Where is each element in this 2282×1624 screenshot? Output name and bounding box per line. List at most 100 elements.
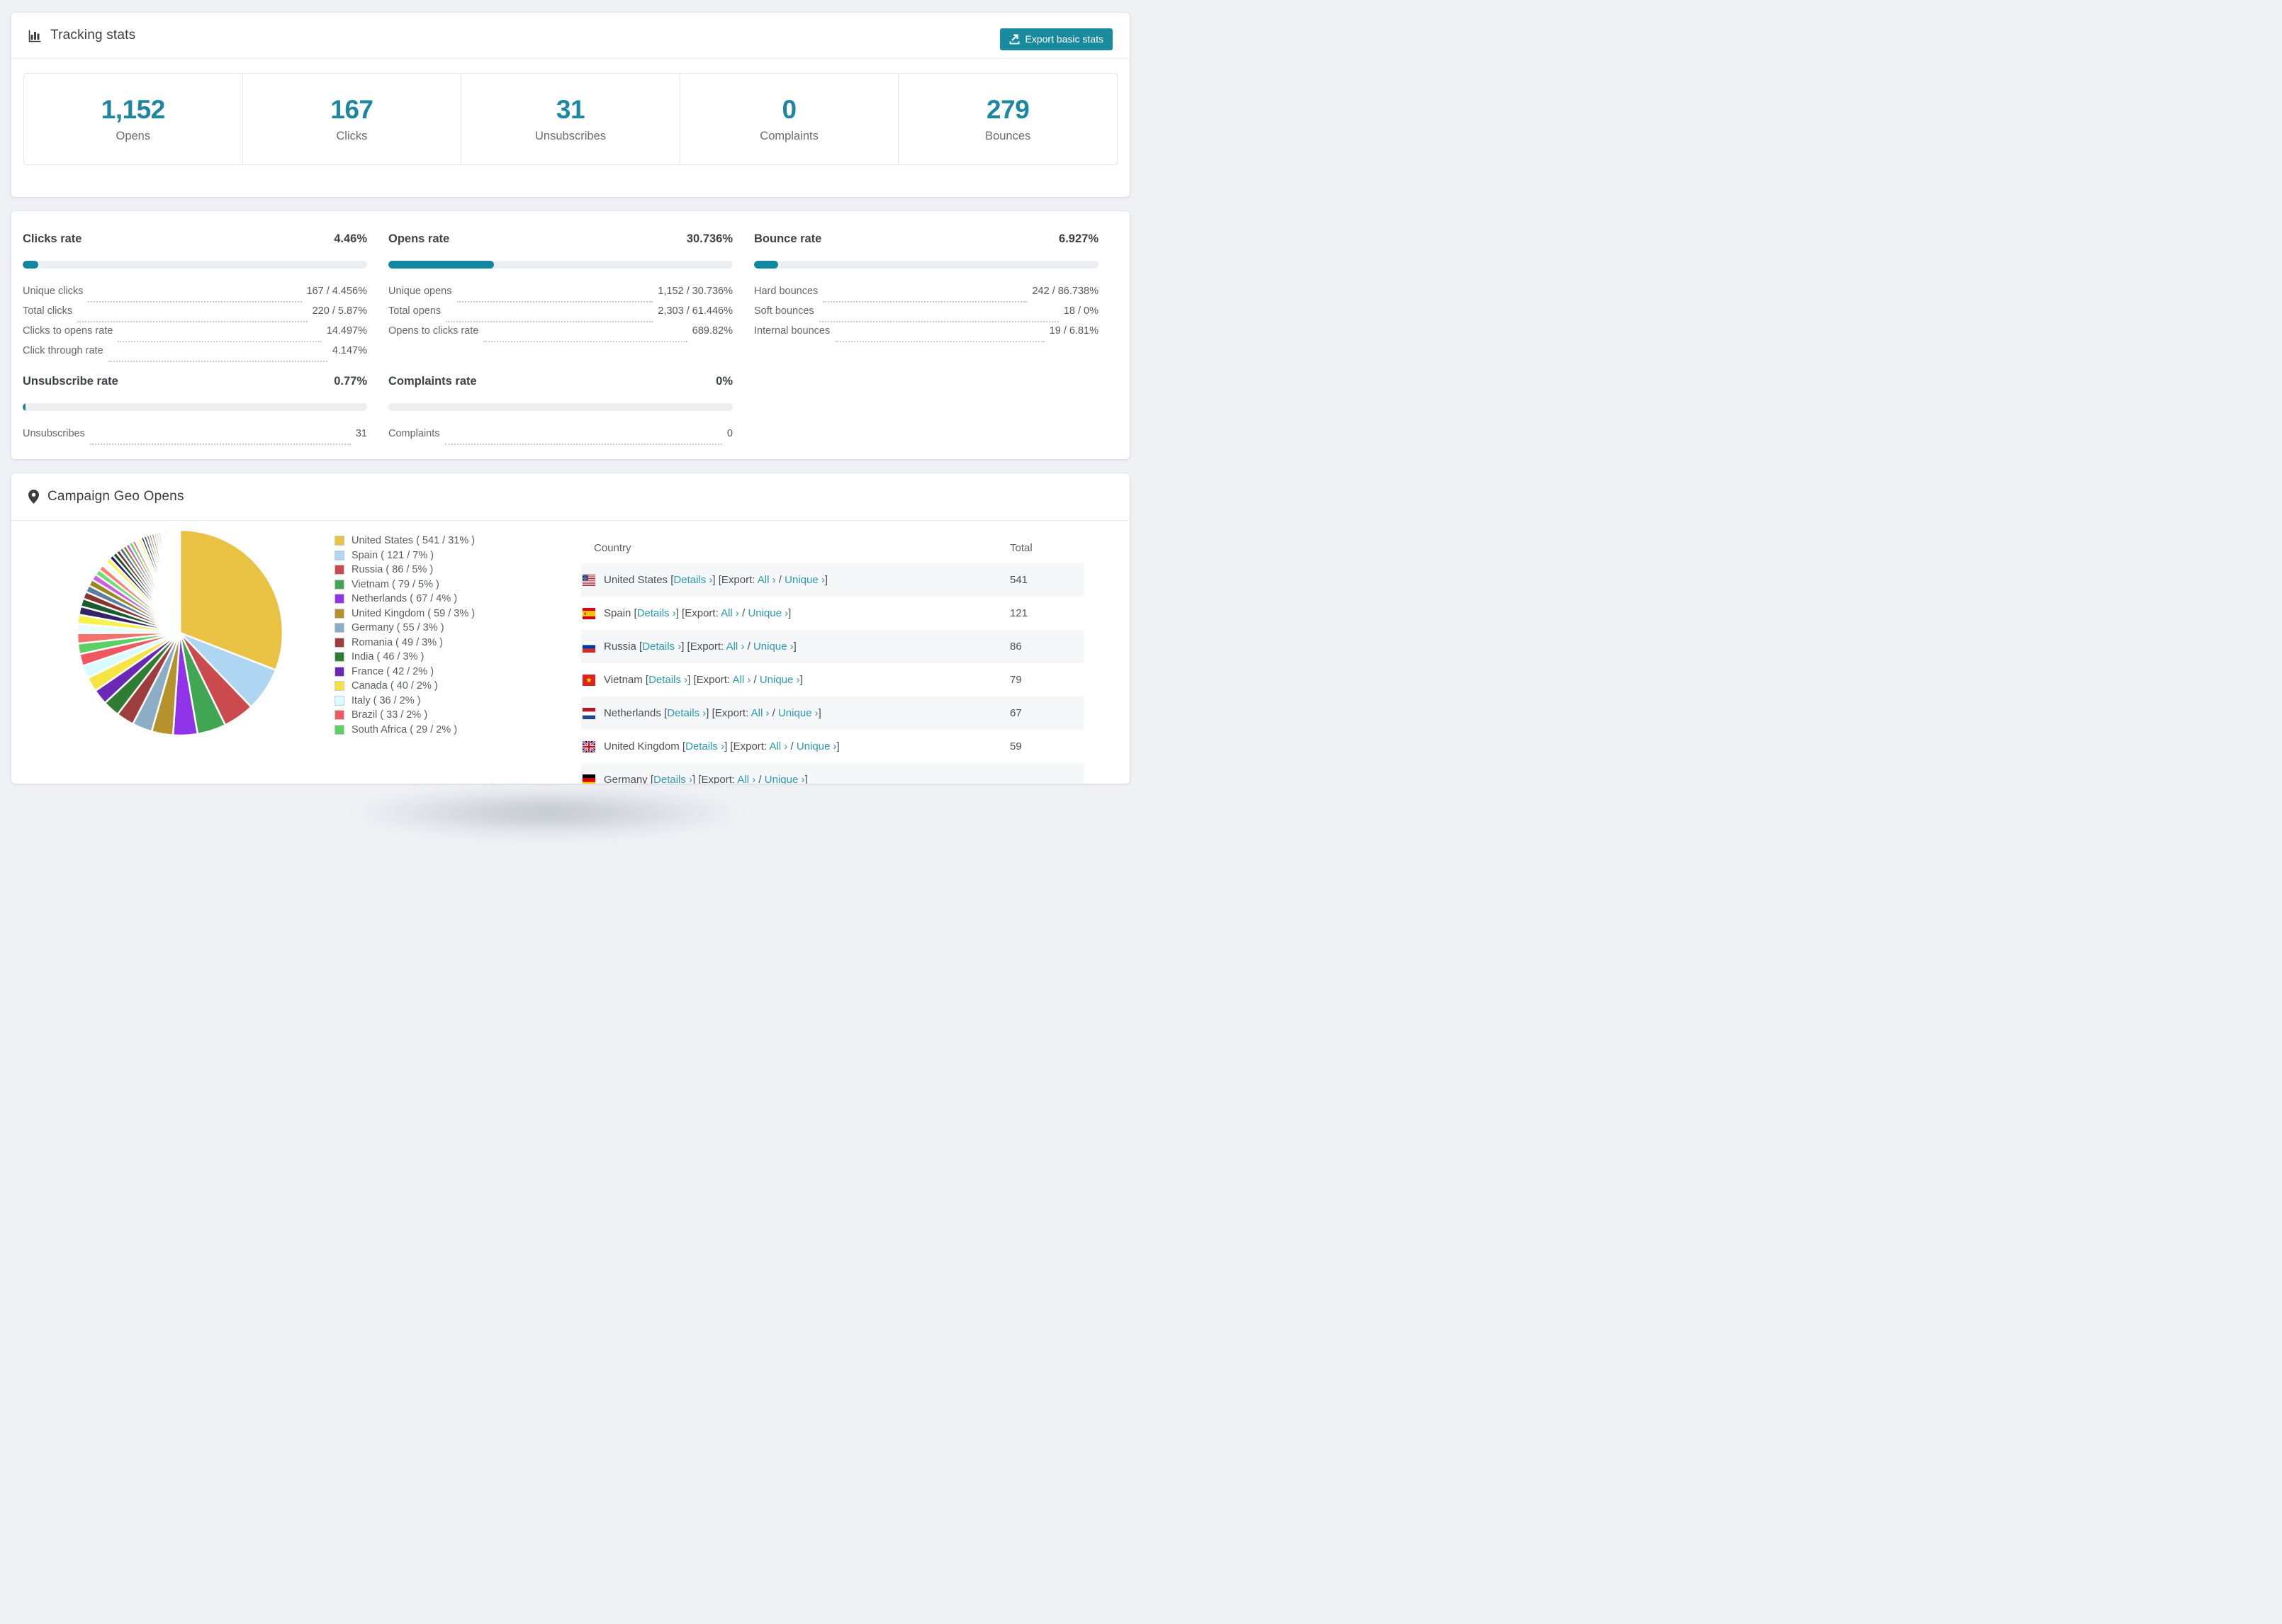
stat-line-label: Total opens xyxy=(388,305,442,317)
progress-fill xyxy=(23,403,26,411)
legend-item-brazil: Brazil ( 33 / 2% ) xyxy=(335,708,475,723)
country-name: Germany [Details ›] [Export: All › / Uni… xyxy=(604,774,808,784)
stat-value: 279 xyxy=(987,95,1030,124)
legend-item-netherlands: Netherlands ( 67 / 4% ) xyxy=(335,592,475,607)
stat-line-value: 2,303 / 61.446% xyxy=(658,305,733,317)
total-cell: 121 xyxy=(1010,607,1028,619)
pie-slice-other[interactable] xyxy=(179,529,181,634)
stat-line-label: Internal bounces xyxy=(754,325,831,337)
export-unique-link[interactable]: Unique › xyxy=(777,707,819,719)
export-unique-link[interactable]: Unique › xyxy=(796,740,837,752)
rates-grid: Clicks rate 4.46% Unique clicks 167 / 4.456… xyxy=(11,211,1130,448)
export-unique-link[interactable]: Unique › xyxy=(785,574,825,586)
progress-fill xyxy=(754,261,778,269)
details-link[interactable]: Details › xyxy=(648,674,688,686)
flag-us xyxy=(583,574,595,586)
details-link[interactable]: Details › xyxy=(667,707,707,719)
export-all-link[interactable]: All › xyxy=(737,774,756,784)
export-all-link[interactable]: All › xyxy=(732,674,751,686)
legend-swatch xyxy=(335,695,344,706)
dotted-leader xyxy=(118,341,322,342)
flag-vn xyxy=(583,674,595,686)
details-link[interactable]: Details › xyxy=(636,607,676,619)
stat-line-value: 167 / 4.456% xyxy=(306,286,367,297)
stat-line-value: 1,152 / 30.736% xyxy=(658,286,733,297)
legend-item-vietnam: Vietnam ( 79 / 5% ) xyxy=(335,577,475,592)
dotted-leader xyxy=(77,321,308,322)
rate-block-complaints-rate: Complaints rate 0% Complaints 0 xyxy=(388,375,733,448)
stat-line: Opens to clicks rate 689.82% xyxy=(388,325,733,345)
legend-label: United Kingdom ( 59 / 3% ) xyxy=(352,607,476,619)
stat-line: Click through rate 4.147% xyxy=(23,345,367,365)
export-unique-link[interactable]: Unique › xyxy=(759,674,800,686)
country-name: Spain [Details ›] [Export: All › / Uniqu… xyxy=(604,607,792,619)
country-name: Russia [Details ›] [Export: All › / Uniq… xyxy=(604,641,797,653)
export-unique-link[interactable]: Unique › xyxy=(748,607,789,619)
legend-label: Spain ( 121 / 7% ) xyxy=(352,549,434,561)
stat-line: Internal bounces 19 / 6.81% xyxy=(754,325,1098,345)
legend-swatch xyxy=(335,579,344,590)
legend-label: Italy ( 36 / 2% ) xyxy=(352,694,421,706)
geo-title: Campaign Geo Opens xyxy=(47,489,184,504)
stat-label: Clicks xyxy=(336,130,368,142)
stat-complaints: 0 Complaints xyxy=(680,74,899,164)
details-link[interactable]: Details › xyxy=(685,740,725,752)
stat-label: Unsubscribes xyxy=(535,130,606,142)
rate-title: Clicks rate xyxy=(23,232,82,245)
geo-table-header-row: Country Total xyxy=(581,532,1084,563)
dotted-leader xyxy=(446,321,653,322)
details-link[interactable]: Details › xyxy=(673,574,713,586)
legend-swatch xyxy=(335,666,344,677)
tracking-stats-card: Tracking stats Export basic stats 1,152 O… xyxy=(11,13,1130,197)
legend-label: Romania ( 49 / 3% ) xyxy=(352,636,443,648)
rate-title: Bounce rate xyxy=(754,232,822,245)
geo-table-row-united-states: United States [Details ›] [Export: All ›… xyxy=(581,563,1084,597)
stat-line: Complaints 0 xyxy=(388,428,733,448)
export-all-link[interactable]: All › xyxy=(721,607,739,619)
details-link[interactable]: Details › xyxy=(642,641,682,653)
country-cell: Spain [Details ›] [Export: All › / Uniqu… xyxy=(581,607,1010,619)
bottom-shadow-blob xyxy=(349,788,746,838)
country-name: Netherlands [Details ›] [Export: All › /… xyxy=(604,707,821,719)
export-basic-stats-button[interactable]: Export basic stats xyxy=(999,28,1113,50)
stat-line-label: Unique opens xyxy=(388,286,452,297)
export-unique-link[interactable]: Unique › xyxy=(753,641,794,653)
country-cell: Netherlands [Details ›] [Export: All › /… xyxy=(581,707,1010,719)
dotted-leader xyxy=(483,341,687,342)
details-link[interactable]: Details › xyxy=(653,774,693,784)
country-cell: United States [Details ›] [Export: All ›… xyxy=(581,574,1010,586)
legend-item-russia: Russia ( 86 / 5% ) xyxy=(335,563,475,577)
stat-line-label: Complaints xyxy=(388,428,440,439)
geo-table-row-vietnam: Vietnam [Details ›] [Export: All › / Uni… xyxy=(581,663,1084,697)
legend-item-romania: Romania ( 49 / 3% ) xyxy=(335,636,475,650)
legend-item-france: France ( 42 / 2% ) xyxy=(335,665,475,680)
pie-slice-united-states[interactable] xyxy=(179,529,284,671)
geo-table-row-netherlands: Netherlands [Details ›] [Export: All › /… xyxy=(581,697,1084,730)
stat-line-value: 31 xyxy=(355,428,367,439)
export-all-link[interactable]: All › xyxy=(769,740,788,752)
rate-title: Unsubscribe rate xyxy=(23,375,118,388)
legend-swatch xyxy=(335,550,344,560)
country-cell: Russia [Details ›] [Export: All › / Uniq… xyxy=(581,641,1010,653)
stat-line: Total opens 2,303 / 61.446% xyxy=(388,305,733,325)
export-all-link[interactable]: All › xyxy=(751,707,770,719)
export-all-link[interactable]: All › xyxy=(757,574,776,586)
legend-label: India ( 46 / 3% ) xyxy=(352,651,425,663)
stat-line-value: 4.147% xyxy=(332,345,367,356)
stat-line-label: Clicks to opens rate xyxy=(23,325,113,337)
rate-block-opens-rate: Opens rate 30.736% Unique opens 1,152 / 30.… xyxy=(388,232,733,365)
stat-line-label: Unsubscribes xyxy=(23,428,85,439)
export-all-link[interactable]: All › xyxy=(726,641,745,653)
stat-label: Complaints xyxy=(760,130,819,142)
export-unique-link[interactable]: Unique › xyxy=(764,774,805,784)
rate-value: 6.927% xyxy=(1059,232,1098,245)
stat-value: 0 xyxy=(782,95,797,124)
legend-swatch xyxy=(335,681,344,692)
legend-label: Germany ( 55 / 3% ) xyxy=(352,622,444,634)
total-column-header: Total xyxy=(1010,541,1033,554)
stat-value: 167 xyxy=(330,95,373,124)
legend-item-italy: Italy ( 36 / 2% ) xyxy=(335,694,475,709)
stat-line: Unsubscribes 31 xyxy=(23,428,367,448)
export-icon xyxy=(1009,34,1020,45)
stat-value: 31 xyxy=(556,95,585,124)
